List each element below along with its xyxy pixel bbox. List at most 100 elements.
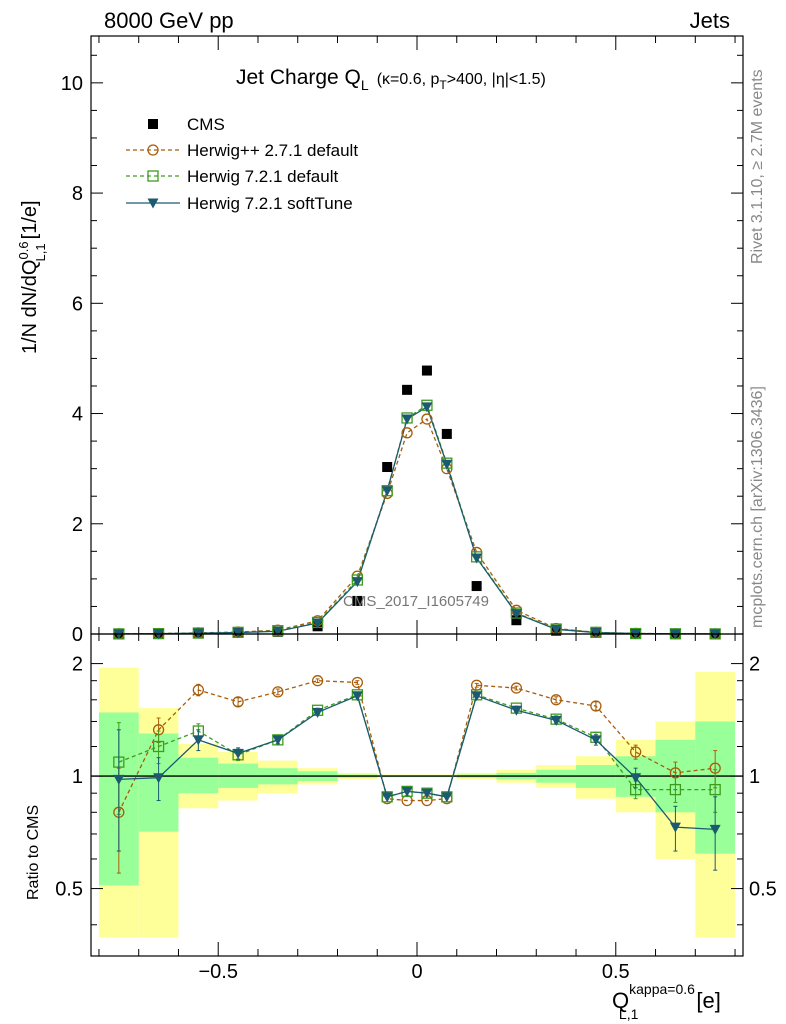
- ratio-tick-label-right: 2: [749, 654, 760, 676]
- herwigpp-marker: [351, 676, 364, 689]
- legend-label-cms: CMS: [187, 115, 225, 134]
- legend-label-herwigpp: Herwig++ 2.7.1 default: [187, 141, 358, 160]
- herwigpp-marker: [401, 427, 413, 439]
- legend: CMS Herwig++ 2.7.1 default Herwig 7.2.1 de…: [126, 115, 358, 213]
- herwig721-marker: [709, 783, 721, 796]
- herwigpp-marker: [421, 413, 433, 425]
- title-params: (κ=0.6, p: [377, 71, 440, 88]
- softtune-marker: [421, 788, 433, 799]
- softtune-marker: [550, 624, 562, 635]
- ratio-plot-frame: [90, 633, 744, 957]
- softtune-marker: [510, 705, 522, 716]
- y-axis-label: 1/N dN/dQ0.6 L,1 [1/e]: [16, 200, 48, 354]
- softtune-marker: [590, 628, 602, 639]
- analysis-watermark: CMS_2017_I1605749: [343, 593, 489, 610]
- softtune-marker: [550, 715, 562, 726]
- legend-label-h721: Herwig 7.2.1 default: [187, 167, 338, 186]
- softtune-marker: [471, 553, 483, 564]
- cms-data-point: [382, 462, 393, 473]
- softtune-marker: [351, 691, 363, 702]
- softtune-marker: [590, 735, 602, 746]
- softtune-marker: [113, 774, 125, 785]
- y-axis-label-sup: 0.6: [16, 241, 31, 259]
- cms-data-point: [148, 119, 158, 129]
- softtune-marker: [630, 773, 642, 784]
- herwigpp-marker: [630, 746, 642, 758]
- x-axis-label-main: Q: [612, 988, 629, 1013]
- x-axis-label: Qkappa=0.6 L,1 [e]: [612, 981, 721, 1022]
- y-tick-label: 6: [72, 293, 83, 315]
- x-tick-label: 0: [411, 961, 422, 983]
- cms-data-point: [471, 581, 482, 592]
- softtune-marker: [709, 824, 721, 835]
- ratio-tick-label-right: 0.5: [749, 879, 777, 901]
- herwigpp-marker: [550, 694, 562, 706]
- herwigpp-marker: [590, 700, 602, 712]
- herwig721-marker: [152, 740, 165, 753]
- herwigpp-ratio-line: [118, 680, 716, 813]
- title-params-end: >400, |η|<1.5): [447, 71, 546, 88]
- soft-ratio-line: [118, 694, 716, 831]
- softtune-marker: [441, 459, 453, 470]
- x-tick-label: −0.5: [198, 961, 237, 983]
- ratio-tick-label: 0.5: [55, 879, 83, 901]
- softtune-marker: [312, 707, 324, 718]
- collision-label: 8000 GeV pp: [104, 8, 234, 33]
- ratio-y-axis-label: Ratio to CMS: [25, 805, 42, 900]
- herwigpp-marker: [232, 696, 244, 708]
- y-tick-label: 0: [72, 624, 83, 646]
- ratio-plot-marks: [113, 675, 721, 874]
- y-tick-label: 4: [72, 404, 83, 426]
- herwigpp-marker: [192, 684, 204, 696]
- title-subscript: L: [361, 77, 369, 93]
- softtune-marker: [421, 402, 433, 413]
- softtune-marker: [471, 691, 483, 702]
- herwig721-marker: [147, 170, 159, 182]
- process-label: Jets: [690, 8, 730, 33]
- cms-data-point: [402, 384, 413, 395]
- cms-data-point: [441, 428, 452, 439]
- ratio-tick-label: 1: [72, 766, 83, 788]
- softtune-marker: [381, 792, 393, 803]
- x-axis-label-unit: [e]: [696, 988, 720, 1013]
- cms-data-point: [421, 365, 432, 376]
- chart-title: Jet Charge QL (κ=0.6, pT>400, |η|<1.5): [236, 66, 546, 93]
- softtune-marker: [272, 626, 284, 637]
- softtune-marker: [147, 198, 159, 209]
- x-tick-label: 0.5: [602, 961, 630, 983]
- herwigpp-marker: [311, 675, 324, 687]
- ratio-tick-label-right: 1: [749, 766, 760, 788]
- softtune-marker: [510, 609, 522, 620]
- y-axis-label-unit: [1/e]: [19, 200, 41, 239]
- x-axis-label-sup: kappa=0.6: [629, 981, 695, 997]
- rivet-info-label: Rivet 3.1.10, ≥ 2.7M events: [749, 69, 766, 264]
- softtune-marker: [401, 414, 413, 425]
- herwigpp-marker: [510, 682, 523, 694]
- y-axis-label-main: 1/N dN/dQ: [19, 260, 41, 354]
- softtune-marker: [351, 577, 363, 588]
- softtune-marker: [401, 786, 413, 797]
- softtune-marker: [669, 822, 681, 833]
- ratio-tick-label: 2: [72, 654, 83, 676]
- y-tick-label: 10: [61, 73, 83, 95]
- title-main: Jet Charge Q: [236, 66, 361, 89]
- softtune-marker: [381, 486, 393, 497]
- cms-data-point: [352, 595, 363, 606]
- herwigpp-marker: [272, 686, 284, 698]
- herwigpp-marker: [147, 144, 159, 156]
- y-tick-label: 8: [72, 183, 83, 205]
- y-tick-label: 2: [72, 514, 83, 536]
- legend-label-soft: Herwig 7.2.1 softTune: [187, 194, 353, 213]
- softtune-marker: [312, 618, 324, 629]
- title-params-subscript: T: [439, 78, 447, 92]
- x-axis-label-sub: L,1: [619, 1006, 639, 1022]
- softtune-marker: [232, 628, 244, 639]
- mcplots-label: mcplots.cern.ch [arXiv:1306.3436]: [749, 386, 766, 628]
- herwig721-marker: [669, 783, 682, 796]
- softtune-marker: [272, 735, 284, 746]
- softtune-marker: [232, 748, 244, 759]
- softtune-marker: [441, 792, 453, 803]
- y-axis-label-sub: L,1: [33, 243, 48, 261]
- cms-data-point: [511, 615, 522, 626]
